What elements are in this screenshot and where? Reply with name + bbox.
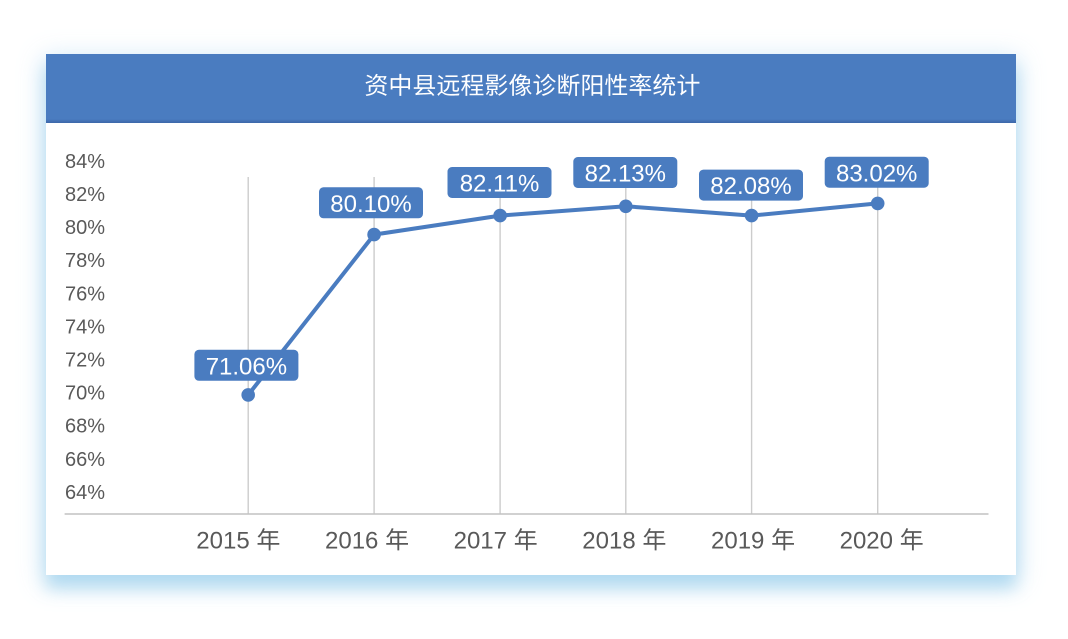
svg-text:71.06%: 71.06% bbox=[206, 353, 287, 380]
svg-text:82.13%: 82.13% bbox=[585, 161, 666, 188]
svg-text:82%: 82% bbox=[65, 184, 105, 206]
svg-text:82.11%: 82.11% bbox=[460, 171, 540, 198]
svg-text:72%: 72% bbox=[65, 350, 105, 372]
svg-text:82.08%: 82.08% bbox=[710, 173, 791, 200]
svg-text:2017: 2017 bbox=[454, 527, 507, 554]
svg-text:74%: 74% bbox=[65, 316, 105, 338]
svg-text:80%: 80% bbox=[65, 217, 105, 239]
svg-text:66%: 66% bbox=[65, 449, 105, 471]
svg-text:2016: 2016 bbox=[325, 527, 378, 554]
svg-text:70%: 70% bbox=[65, 383, 105, 405]
svg-text:2018: 2018 bbox=[582, 527, 635, 554]
svg-text:64%: 64% bbox=[65, 482, 105, 504]
svg-text:84%: 84% bbox=[65, 151, 105, 173]
svg-text:76%: 76% bbox=[65, 283, 105, 305]
svg-text:68%: 68% bbox=[65, 416, 105, 438]
svg-text:2015: 2015 bbox=[196, 527, 249, 554]
svg-text:78%: 78% bbox=[65, 250, 105, 272]
svg-text:83.02%: 83.02% bbox=[836, 160, 917, 187]
svg-text:2019: 2019 bbox=[711, 527, 764, 554]
svg-text:2020: 2020 bbox=[840, 527, 893, 554]
svg-text:80.10%: 80.10% bbox=[330, 191, 411, 218]
